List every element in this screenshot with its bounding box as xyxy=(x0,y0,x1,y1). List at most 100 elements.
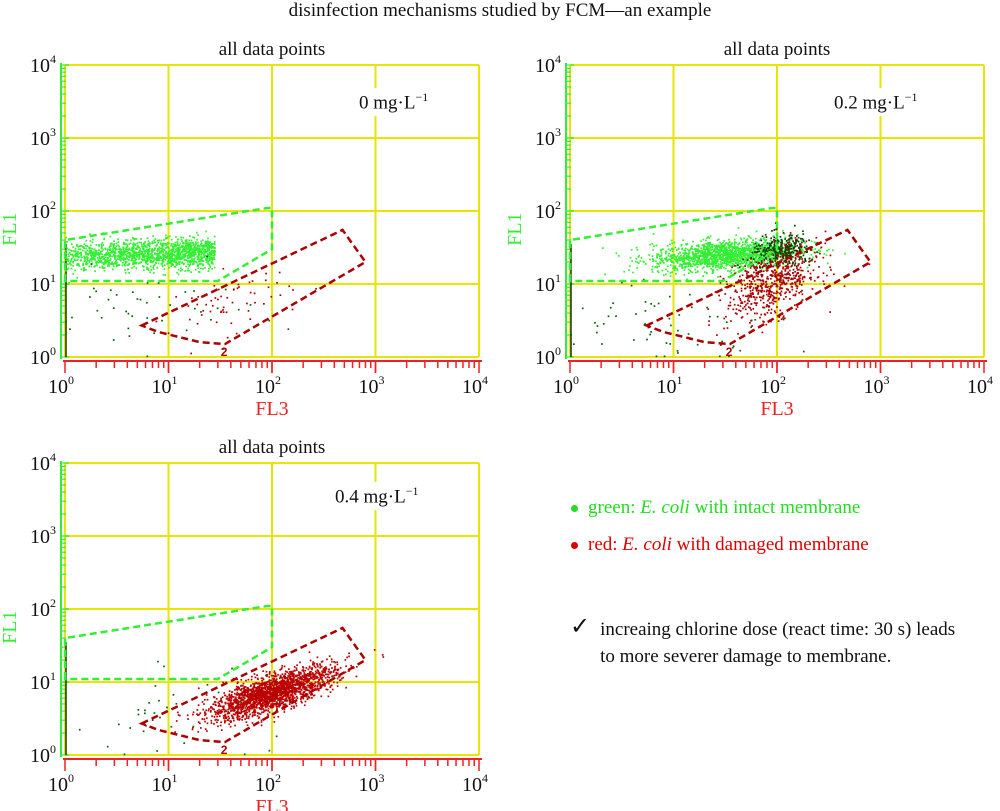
data-point-intact xyxy=(197,241,199,244)
data-point-damaged xyxy=(735,313,738,315)
data-point-intact xyxy=(749,251,752,254)
data-point-intact xyxy=(178,253,181,256)
data-point-transition xyxy=(755,245,758,248)
data-point-intact xyxy=(173,260,175,263)
data-point-intact xyxy=(144,245,147,248)
data-point-damaged xyxy=(796,278,799,281)
data-point-intact xyxy=(761,246,764,249)
data-point-intact xyxy=(114,251,116,254)
data-point-intact xyxy=(675,272,677,275)
data-point-damaged xyxy=(247,309,250,312)
data-point-intact xyxy=(187,243,190,246)
data-point-damaged xyxy=(789,274,791,276)
data-point-intact xyxy=(79,251,82,254)
data-point-intact xyxy=(727,259,729,262)
data-point-intact xyxy=(712,269,715,272)
data-point-intact xyxy=(767,259,770,262)
data-point-intact xyxy=(106,253,109,256)
data-point-damaged xyxy=(230,322,233,325)
data-point-intact xyxy=(826,249,829,252)
data-point-damaged xyxy=(767,305,770,307)
data-point-damaged xyxy=(231,705,234,708)
data-point-damaged xyxy=(796,280,798,283)
data-point-intact xyxy=(735,241,738,244)
data-point-intact xyxy=(129,254,132,256)
data-point-intact xyxy=(684,251,687,254)
data-point-intact xyxy=(148,250,151,253)
data-point-damaged xyxy=(283,708,286,711)
data-point-intact xyxy=(104,248,107,251)
data-point-intact xyxy=(200,267,202,270)
data-point-intact xyxy=(734,257,736,260)
data-point-damaged xyxy=(748,295,751,298)
data-point-intact xyxy=(174,250,176,253)
data-point-intact xyxy=(181,246,184,249)
data-point-transition xyxy=(772,254,775,257)
data-point-intact xyxy=(184,270,187,272)
data-point-transition xyxy=(790,245,792,247)
data-point-damaged xyxy=(267,714,270,717)
data-point-transition xyxy=(769,260,772,263)
data-point-intact xyxy=(157,256,160,259)
data-point-intact xyxy=(162,254,165,257)
data-point-intact xyxy=(72,254,74,257)
data-point-intact xyxy=(658,265,661,268)
data-point-damaged xyxy=(756,266,758,269)
data-point-transition xyxy=(780,253,782,255)
data-point-damaged xyxy=(787,267,789,270)
data-point-intact xyxy=(104,256,107,258)
data-point-intact xyxy=(733,253,736,256)
data-point-damaged xyxy=(297,683,300,686)
data-point-damaged xyxy=(214,713,217,716)
data-point-damaged xyxy=(223,720,226,722)
data-point-damaged xyxy=(799,274,802,277)
data-point-intact xyxy=(180,236,182,239)
data-point-intact xyxy=(89,240,92,242)
data-point-damaged xyxy=(784,270,787,272)
data-point-intact xyxy=(168,258,170,261)
data-point-intact xyxy=(189,249,192,252)
data-point-transition xyxy=(779,252,782,254)
data-point-other xyxy=(644,310,647,312)
data-point-intact xyxy=(136,244,139,247)
data-point-damaged xyxy=(764,263,767,265)
data-point-damaged xyxy=(739,299,742,302)
data-point-intact xyxy=(725,264,728,267)
data-point-intact xyxy=(151,249,153,251)
data-point-intact xyxy=(118,250,120,253)
data-point-damaged xyxy=(815,256,818,259)
data-point-intact xyxy=(111,249,114,252)
data-point-intact xyxy=(665,252,667,255)
data-point-intact xyxy=(174,261,177,264)
data-point-damaged xyxy=(751,289,754,291)
data-point-damaged xyxy=(779,272,782,274)
data-point-damaged xyxy=(762,301,765,304)
data-point-damaged xyxy=(786,265,789,268)
data-point-damaged xyxy=(196,322,199,325)
data-point-damaged xyxy=(745,304,747,306)
data-point-damaged xyxy=(768,298,771,300)
data-point-intact xyxy=(88,246,90,249)
data-point-intact xyxy=(90,249,93,252)
data-point-intact xyxy=(727,256,730,259)
data-point-intact xyxy=(147,267,150,270)
data-point-intact xyxy=(78,245,81,248)
data-point-intact xyxy=(690,258,693,261)
data-point-damaged xyxy=(741,274,744,277)
data-point-damaged xyxy=(756,278,759,281)
data-point-intact xyxy=(125,248,128,251)
data-point-damaged xyxy=(787,247,790,250)
data-point-intact xyxy=(84,250,87,253)
data-point-intact xyxy=(686,278,688,281)
data-point-intact xyxy=(747,234,750,237)
data-point-intact xyxy=(729,252,731,254)
data-point-intact xyxy=(150,256,152,258)
data-point-intact xyxy=(167,261,170,264)
data-point-intact xyxy=(117,238,119,240)
data-point-intact xyxy=(177,238,180,241)
data-point-other xyxy=(92,287,95,290)
data-point-transition xyxy=(764,253,767,256)
data-point-intact xyxy=(754,237,757,240)
data-point-intact xyxy=(741,248,744,251)
data-point-intact xyxy=(724,251,727,253)
